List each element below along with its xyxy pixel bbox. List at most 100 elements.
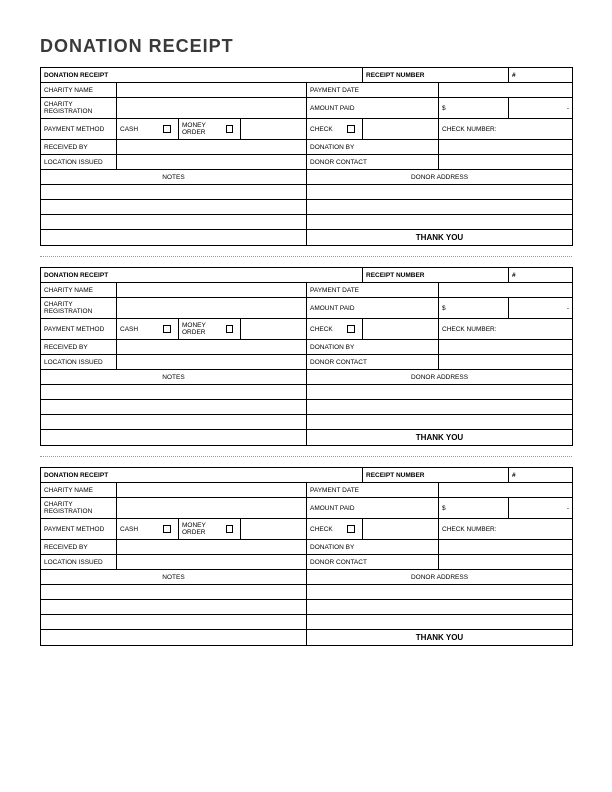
location-issued-label: LOCATION ISSUED (41, 155, 117, 170)
cash-label: CASH (120, 326, 138, 333)
check-number-label[interactable]: CHECK NUMBER: (439, 119, 573, 140)
location-issued-field[interactable] (117, 355, 307, 370)
payment-check-cell[interactable]: CHECK (307, 119, 363, 140)
location-issued-label: LOCATION ISSUED (41, 555, 117, 570)
check-checkbox[interactable] (347, 125, 355, 133)
receipt-number-label: RECEIPT NUMBER (363, 68, 509, 83)
address-line[interactable] (307, 385, 573, 400)
address-line[interactable] (307, 600, 573, 615)
payment-blank-cell (241, 119, 307, 140)
payment-moneyorder-cell[interactable]: MONEY ORDER (179, 119, 241, 140)
payment-date-label: PAYMENT DATE (307, 483, 439, 498)
address-line[interactable] (307, 400, 573, 415)
charity-registration-field[interactable] (117, 498, 307, 519)
address-line[interactable] (307, 585, 573, 600)
receipt-number-value[interactable]: # (509, 468, 573, 483)
check-checkbox[interactable] (347, 325, 355, 333)
payment-date-field[interactable] (439, 83, 573, 98)
notes-line[interactable] (41, 200, 307, 215)
notes-line[interactable] (41, 230, 307, 246)
payment-cash-cell[interactable]: CASH (117, 119, 179, 140)
payment-date-field[interactable] (439, 483, 573, 498)
money-order-checkbox[interactable] (226, 325, 233, 333)
received-by-field[interactable] (117, 340, 307, 355)
notes-line[interactable] (41, 215, 307, 230)
charity-registration-field[interactable] (117, 298, 307, 319)
cash-checkbox[interactable] (163, 525, 171, 533)
location-issued-field[interactable] (117, 155, 307, 170)
donor-contact-field[interactable] (439, 155, 573, 170)
currency-symbol: $ (439, 98, 509, 119)
page-title: DONATION RECEIPT (40, 36, 572, 57)
donor-address-header: DONOR ADDRESS (307, 370, 573, 385)
receipt-header-title: DONATION RECEIPT (41, 68, 363, 83)
payment-blank-cell (241, 319, 307, 340)
notes-line[interactable] (41, 430, 307, 446)
payment-check-cell[interactable]: CHECK (307, 519, 363, 540)
charity-name-field[interactable] (117, 283, 307, 298)
payment-method-label: PAYMENT METHOD (41, 519, 117, 540)
address-line[interactable] (307, 615, 573, 630)
received-by-field[interactable] (117, 540, 307, 555)
charity-name-field[interactable] (117, 483, 307, 498)
donation-by-field[interactable] (439, 540, 573, 555)
notes-line[interactable] (41, 600, 307, 615)
receipt-number-value[interactable]: # (509, 68, 573, 83)
money-order-label: MONEY ORDER (182, 522, 226, 536)
donation-by-field[interactable] (439, 340, 573, 355)
cash-checkbox[interactable] (163, 325, 171, 333)
charity-registration-label: CHARITY REGISTRATION (41, 98, 117, 119)
address-line[interactable] (307, 415, 573, 430)
charity-name-field[interactable] (117, 83, 307, 98)
charity-registration-label: CHARITY REGISTRATION (41, 298, 117, 319)
money-order-checkbox[interactable] (226, 125, 233, 133)
amount-suffix: - (509, 298, 573, 319)
donor-contact-field[interactable] (439, 555, 573, 570)
payment-moneyorder-cell[interactable]: MONEY ORDER (179, 319, 241, 340)
notes-line[interactable] (41, 415, 307, 430)
donor-contact-label: DONOR CONTACT (307, 355, 439, 370)
address-line[interactable] (307, 215, 573, 230)
receipt-number-value[interactable]: # (509, 268, 573, 283)
location-issued-label: LOCATION ISSUED (41, 355, 117, 370)
cash-checkbox[interactable] (163, 125, 171, 133)
location-issued-field[interactable] (117, 555, 307, 570)
cash-label: CASH (120, 526, 138, 533)
charity-registration-field[interactable] (117, 98, 307, 119)
receipt-number-label: RECEIPT NUMBER (363, 268, 509, 283)
receipt-number-label: RECEIPT NUMBER (363, 468, 509, 483)
payment-cash-cell[interactable]: CASH (117, 319, 179, 340)
notes-line[interactable] (41, 385, 307, 400)
donation-by-label: DONATION BY (307, 140, 439, 155)
received-by-label: RECEIVED BY (41, 340, 117, 355)
notes-header: NOTES (41, 570, 307, 585)
address-line[interactable] (307, 200, 573, 215)
money-order-label: MONEY ORDER (182, 322, 226, 336)
receipt-header-title: DONATION RECEIPT (41, 468, 363, 483)
donation-by-field[interactable] (439, 140, 573, 155)
check-number-label[interactable]: CHECK NUMBER: (439, 519, 573, 540)
notes-line[interactable] (41, 615, 307, 630)
separator (40, 256, 572, 257)
notes-line[interactable] (41, 185, 307, 200)
received-by-field[interactable] (117, 140, 307, 155)
check-checkbox[interactable] (347, 525, 355, 533)
check-number-label[interactable]: CHECK NUMBER: (439, 319, 573, 340)
amount-suffix: - (509, 98, 573, 119)
notes-line[interactable] (41, 585, 307, 600)
payment-date-label: PAYMENT DATE (307, 83, 439, 98)
thank-you: THANK YOU (307, 230, 573, 246)
receipt-copy: DONATION RECEIPT RECEIPT NUMBER # CHARIT… (40, 267, 572, 446)
check-label: CHECK (310, 126, 333, 133)
money-order-checkbox[interactable] (226, 525, 233, 533)
notes-line[interactable] (41, 630, 307, 646)
notes-header: NOTES (41, 170, 307, 185)
payment-cash-cell[interactable]: CASH (117, 519, 179, 540)
payment-moneyorder-cell[interactable]: MONEY ORDER (179, 519, 241, 540)
payment-date-field[interactable] (439, 283, 573, 298)
address-line[interactable] (307, 185, 573, 200)
notes-line[interactable] (41, 400, 307, 415)
receipt-copy: DONATION RECEIPT RECEIPT NUMBER # CHARIT… (40, 67, 572, 246)
payment-check-cell[interactable]: CHECK (307, 319, 363, 340)
donor-contact-field[interactable] (439, 355, 573, 370)
